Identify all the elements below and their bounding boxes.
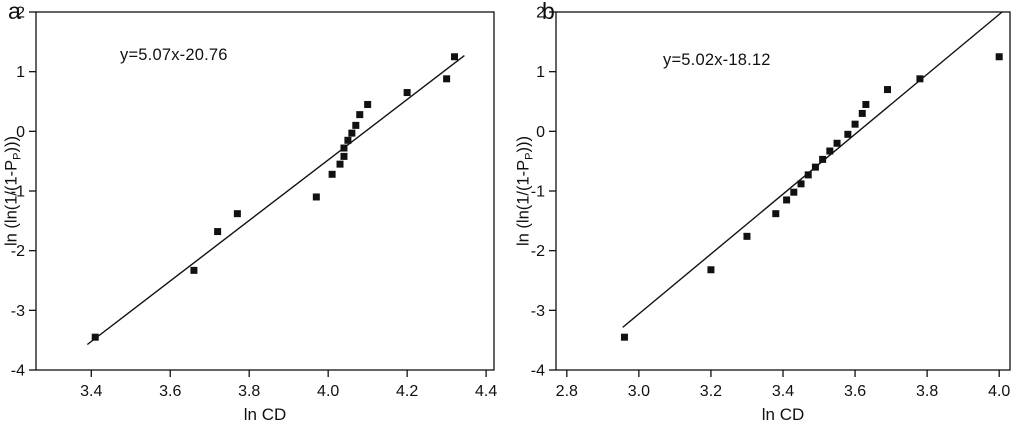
data-point [772,210,780,218]
data-point [348,129,356,137]
x-tick-label: 2.8 [556,383,578,400]
fit-equation-a: y=5.07x-20.76 [120,46,228,64]
panel-b: 2.8 3.0 3.2 3.4 3.6 3.8 4.0 -4 -3 -2 -1 0 1 2 b y=5.0… [512,0,1024,442]
data-point [783,196,791,204]
x-axis-label-b: ln CD [761,405,805,424]
data-point [336,160,344,168]
panel-label-a: a [8,0,21,24]
data-point [190,266,198,274]
data-point [858,109,866,117]
y-tick-label: -1 [11,184,25,201]
data-point [344,136,352,144]
scatter-plot-a: 3.4 3.6 3.8 4.0 4.2 4.4 -4 -3 -2 -1 0 1 2 [11,5,498,401]
data-point [312,193,320,201]
data-point [340,144,348,152]
data-point [233,210,241,218]
y-axis-label-text: ln (ln(1/(1-P [2,159,21,247]
y-tick-label: 2 [16,5,25,22]
x-axis-label-a: ln CD [243,405,287,424]
y-axis-label-text: ))) [2,135,21,153]
y-axis-label-text: ))) [514,135,533,153]
x-tick-label: 3.0 [628,383,650,400]
y-tick-label: 1 [536,64,545,81]
data-point [620,333,628,341]
data-point [356,111,364,119]
data-point [995,53,1003,61]
y-axis-label-text: ln (ln(1/(1-P [514,159,533,247]
x-tick-label: 3.4 [772,383,794,400]
data-point [797,180,805,188]
data-point [790,188,798,196]
fit-line [86,55,465,346]
data-point [883,86,891,94]
y-tick-label: 1 [16,64,25,81]
fit-equation-b: y=5.02x-18.12 [663,51,771,69]
y-axis-label-a: ln (ln(1/(1-PP))) [2,136,23,246]
panel-a: 3.4 3.6 3.8 4.0 4.2 4.4 -4 -3 -2 -1 0 1 2 a y=5.07x-… [2,0,498,424]
data-point [826,147,834,155]
x-tick-label: 3.2 [700,383,722,400]
panel-label-b: b [542,0,555,24]
y-tick-label: 2 [536,5,545,22]
scatter-plot-b: 2.8 3.0 3.2 3.4 3.6 3.8 4.0 -4 -3 -2 -1 0 1 2 [531,5,1011,400]
data-point [833,139,841,147]
x-tick-label: 4.0 [988,383,1010,400]
y-tick-label: -4 [531,363,545,380]
x-tick-label: 4.4 [475,383,497,400]
data-point [451,53,459,61]
y-axis-label-subscript: P [523,152,536,160]
data-point [328,170,336,178]
data-point [811,163,819,171]
y-tick-label: -2 [11,243,25,260]
data-point [844,130,852,138]
data-point [340,152,348,160]
y-tick-label: -2 [531,243,545,260]
y-tick-label: -1 [531,184,545,201]
data-point [403,89,411,97]
data-point [443,75,451,83]
y-tick-label: 0 [16,124,25,141]
y-tick-label: 0 [536,124,545,141]
x-tick-label: 3.6 [159,383,181,400]
x-tick-label: 3.8 [916,383,938,400]
x-tick-label: 4.2 [396,383,418,400]
axis-box [555,11,1011,371]
data-point [819,155,827,163]
data-point [743,232,751,240]
data-point [916,75,924,83]
axis-box [35,11,495,371]
data-point [214,228,222,236]
data-point [364,100,372,108]
y-tick-label: -3 [11,303,25,320]
x-tick-label: 3.8 [238,383,260,400]
x-tick-label: 4.0 [317,383,339,400]
data-point [707,266,715,274]
data-point [352,121,360,129]
x-tick-label: 3.6 [844,383,866,400]
x-tick-label: 3.4 [80,383,102,400]
data-point [862,100,870,108]
y-axis-label-subscript: P [11,152,24,160]
y-axis-label-b: ln (ln(1/(1-PP))) [514,136,535,246]
y-tick-label: -3 [531,303,545,320]
data-point [91,333,99,341]
data-point [804,171,812,179]
y-tick-label: -4 [11,363,25,380]
data-point [851,120,859,128]
